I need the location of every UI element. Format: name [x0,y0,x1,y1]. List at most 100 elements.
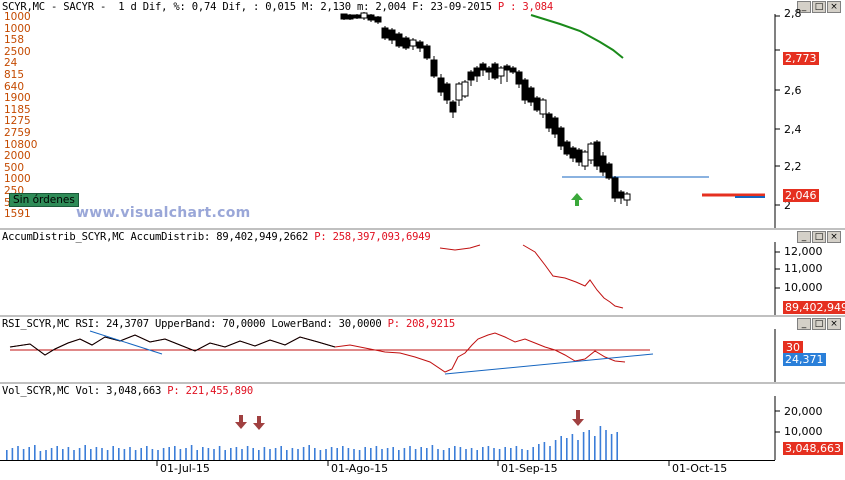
y-label-2-8: 2,8 [784,7,802,20]
candle-body [374,16,382,23]
volume-bar [616,432,618,460]
pane-separator[interactable] [0,315,845,317]
volume-bar [577,440,579,460]
volume-bar [521,449,523,460]
candle-body [430,59,438,77]
candle-body [388,29,396,41]
minimize-button[interactable]: _ [797,1,811,13]
rsi-window-controls: _ □ × [797,318,841,330]
vol-pane-title: Vol_SCYR,MC Vol: 3,048,663 P: 221,455,89… [2,385,253,397]
candle-body [587,143,595,161]
rsi-value-tag: 24,371 [783,353,826,366]
sell-arrow-icon [572,410,584,426]
volume-bar [493,448,495,460]
depth-row: 1000 [4,22,31,35]
y-label-2-4: 2,4 [784,123,802,136]
accumdistrib-chart[interactable] [0,230,845,315]
maximize-button[interactable]: □ [812,231,826,243]
candle-body [467,71,475,81]
depth-row: 24 [4,57,18,70]
candle-body [521,79,529,101]
depth-row: 250 [4,184,25,197]
volume-pane: Vol_SCYR,MC Vol: 3,048,663 P: 221,455,89… [0,384,845,460]
candle-body [605,163,613,179]
vol-y-10000: 10,000 [784,425,823,438]
volume-bar [230,448,232,460]
volume-arrows [235,410,584,430]
close-button[interactable]: × [827,1,841,13]
minimize-button[interactable]: _ [797,231,811,243]
volume-bar [358,450,361,460]
price-window-controls: _ □ × [797,1,841,13]
rsi-trend-line-upper [89,330,163,355]
volume-bar [274,448,277,460]
volume-bar [448,448,450,460]
volume-bar [196,450,198,460]
candle-body [402,37,410,49]
volume-bar [235,447,238,460]
y-label-2-6: 2,6 [784,84,802,97]
volume-bar [599,426,602,460]
volume-bar [543,442,546,460]
volume-bar [17,446,19,460]
volume-bar [375,446,378,460]
volume-bar [560,436,562,460]
orders-status-badge[interactable]: Sin órdenes [9,193,79,207]
volume-bar [476,450,478,460]
depth-row: 10800 [4,138,38,151]
candle-body [515,71,523,85]
maximize-button[interactable]: □ [812,318,826,330]
candle-body [479,63,487,71]
volume-bar [465,449,467,460]
depth-row: 1900 [4,92,31,105]
candle-body [497,67,505,77]
accum-y-11000: 11,000 [784,262,823,275]
candle-body [569,147,577,159]
volume-bar [185,448,187,460]
accum-title-p: P: 258,397,093,6949 [314,231,431,243]
volume-bars [6,426,618,460]
rsi-chart[interactable] [0,317,845,382]
volume-bar [286,450,288,460]
volume-bar [246,446,249,460]
volume-bar [280,446,282,460]
close-button[interactable]: × [827,318,841,330]
accum-y-12000: 12,000 [784,245,823,258]
maximize-button[interactable]: □ [812,1,826,13]
volume-bar [78,448,81,460]
depth-row: 1591 [4,208,31,221]
volume-bar [347,448,350,460]
pane-separator[interactable] [0,382,845,384]
pane-separator[interactable] [0,228,845,230]
volume-bar [90,449,92,460]
volume-chart[interactable] [0,384,845,460]
rsi-line-black [9,334,336,356]
volume-bar [330,447,333,460]
volume-bar [62,449,64,460]
volume-bar [342,446,344,460]
volume-bar [498,449,501,460]
volume-bar [442,450,445,460]
close-button[interactable]: × [827,231,841,243]
date-axis [0,460,845,480]
candle-body [423,45,431,59]
minimize-button[interactable]: _ [797,318,811,330]
volume-bar [459,447,462,460]
volume-bar [263,447,266,460]
price-title-text: SCYR,MC - SACYR - 1 d Dif, %: 0,74 Dif, … [2,1,498,13]
volume-bar [409,446,411,460]
volume-bar [554,440,557,460]
volume-bar [431,445,434,460]
accumdistrib-line [439,244,624,309]
candle-body [409,39,417,47]
candle-body [416,41,424,49]
volume-bar [566,438,568,460]
volume-bar [34,445,36,460]
volume-bar [56,446,58,460]
sell-arrow-icon [253,416,265,430]
candle-body [485,67,493,73]
volume-bar [403,448,406,460]
price-chart[interactable] [0,0,845,228]
volume-bar [414,449,417,460]
last-price-tag: 2,773 [783,52,819,65]
